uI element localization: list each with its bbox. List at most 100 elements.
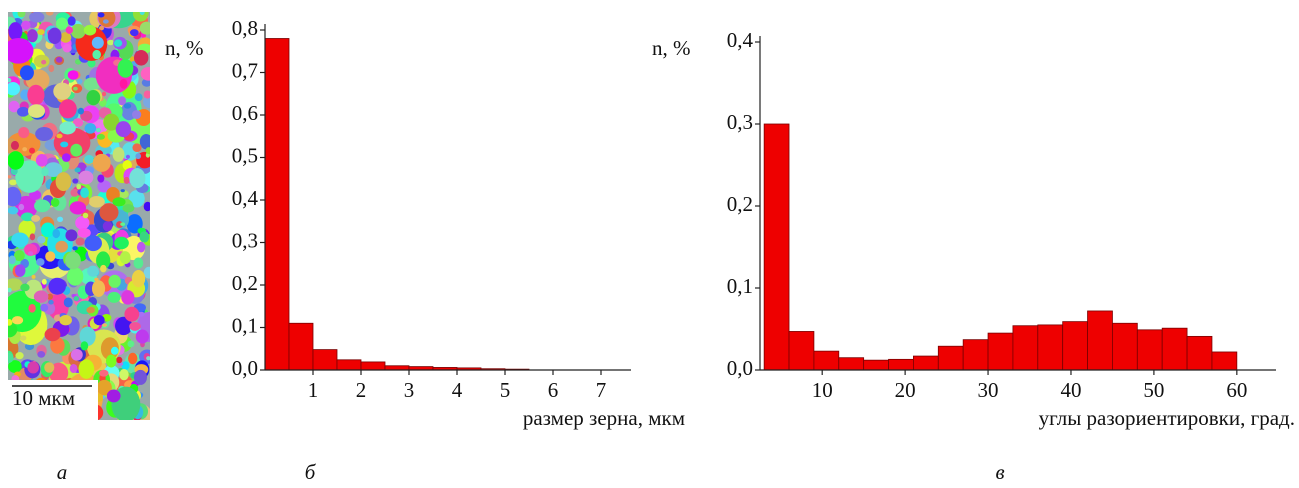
- bar: [763, 123, 790, 371]
- grain: [18, 203, 25, 211]
- grain: [145, 147, 150, 155]
- grain: [140, 67, 150, 81]
- bar: [312, 349, 338, 371]
- y-tick-label: 0,1: [232, 313, 258, 337]
- grain: [8, 278, 23, 291]
- grain: [120, 189, 125, 193]
- grain: [139, 133, 150, 150]
- grain: [132, 12, 149, 22]
- grain: [8, 186, 22, 207]
- grain: [37, 351, 46, 358]
- grain: [56, 17, 69, 30]
- grain: [8, 22, 23, 41]
- grain: [97, 174, 105, 183]
- grain: [8, 321, 18, 338]
- grain: [46, 293, 53, 300]
- grain: [102, 221, 113, 232]
- grain: [79, 326, 96, 346]
- grain: [55, 172, 72, 192]
- grain: [129, 321, 141, 331]
- grain: [96, 379, 112, 396]
- y-tick-label: 0,4: [727, 28, 754, 52]
- grain: [120, 222, 126, 226]
- grain: [105, 354, 117, 368]
- grain: [139, 231, 150, 243]
- grain: [107, 291, 121, 303]
- grain: [35, 153, 48, 167]
- grain: [20, 335, 27, 341]
- grain: [15, 264, 26, 277]
- bar: [1062, 321, 1088, 371]
- grain: [101, 91, 107, 97]
- grain: [95, 127, 101, 133]
- x-tick-label: 20: [895, 378, 916, 402]
- grain: [41, 59, 47, 65]
- bar: [888, 358, 914, 371]
- grain: [8, 206, 19, 215]
- grain: [98, 25, 105, 31]
- grain: [8, 37, 34, 64]
- x-axis-label: размер зерна, мкм: [523, 406, 685, 430]
- grain: [108, 274, 121, 288]
- y-tick-label: 0,0: [727, 356, 753, 380]
- bar: [838, 357, 865, 371]
- grain: [119, 368, 129, 381]
- bar: [384, 365, 410, 371]
- bar: [288, 322, 314, 371]
- grain: [57, 216, 64, 223]
- grain: [146, 356, 150, 361]
- x-tick-label: 2: [356, 378, 367, 402]
- grain: [62, 43, 72, 53]
- grain: [99, 203, 119, 222]
- grain: [98, 12, 116, 28]
- grain: [113, 39, 123, 47]
- x-tick-label: 10: [812, 378, 833, 402]
- grain: [107, 39, 115, 46]
- grain: [66, 267, 84, 286]
- grain: [37, 29, 45, 36]
- grain: [143, 266, 150, 279]
- grain: [70, 348, 83, 361]
- grain: [53, 82, 72, 100]
- grain: [135, 153, 142, 160]
- grain: [71, 293, 76, 298]
- grain: [99, 369, 109, 377]
- grain: [37, 235, 46, 244]
- grain: [92, 49, 101, 60]
- grain: [114, 236, 129, 250]
- grain: [100, 264, 107, 273]
- grain: [65, 251, 81, 270]
- grain: [36, 258, 45, 266]
- grain: [127, 340, 135, 348]
- grain: [27, 84, 45, 106]
- grain: [20, 283, 30, 292]
- x-tick-label: 3: [404, 378, 415, 402]
- y-tick-label: 0,6: [232, 101, 258, 125]
- grain: [8, 82, 21, 96]
- grain: [18, 126, 30, 139]
- grain: [21, 212, 34, 222]
- grain: [56, 133, 63, 139]
- grain: [74, 167, 81, 173]
- bar: [1136, 329, 1163, 371]
- grain: [50, 337, 65, 354]
- grain: [134, 93, 143, 102]
- grain: [40, 222, 55, 238]
- grain: [8, 255, 16, 265]
- grain: [135, 329, 149, 344]
- grain: [21, 20, 31, 30]
- grain: [80, 110, 93, 122]
- grain: [115, 316, 133, 336]
- bar: [1211, 351, 1238, 371]
- grain: [94, 277, 99, 282]
- grain: [13, 250, 25, 262]
- grain: [65, 229, 78, 242]
- grain: [123, 103, 132, 109]
- grain: [8, 352, 14, 364]
- grain: [48, 299, 54, 305]
- grain: [122, 204, 135, 213]
- grain: [70, 188, 79, 197]
- grain: [8, 287, 12, 293]
- grain: [97, 180, 112, 193]
- grain: [77, 107, 84, 115]
